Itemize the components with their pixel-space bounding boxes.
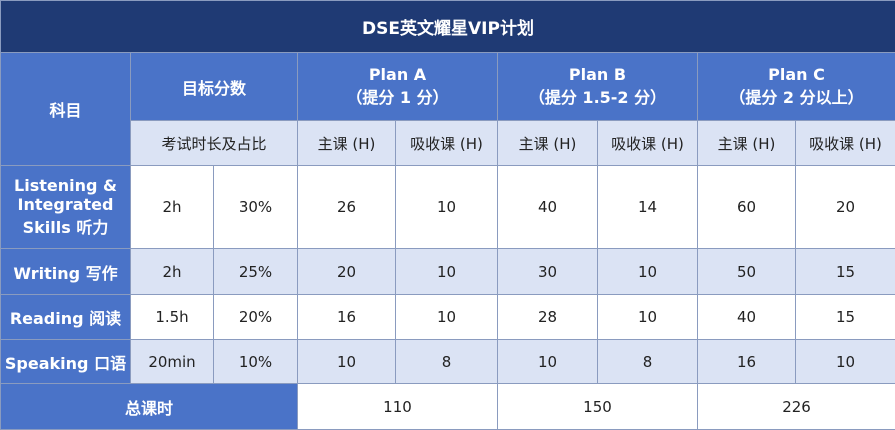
hours: 8 — [598, 340, 698, 384]
plan-note: （提分 2 分以上） — [700, 84, 893, 108]
hours: 60 — [698, 166, 796, 249]
duration: 1.5h — [131, 295, 214, 340]
hours: 10 — [598, 249, 698, 295]
plan-col-header: 主课 (H) — [498, 121, 598, 166]
hours: 16 — [698, 340, 796, 384]
hours: 16 — [298, 295, 396, 340]
subject: Writing 写作 — [1, 249, 131, 295]
hours: 15 — [796, 295, 895, 340]
hours: 26 — [298, 166, 396, 249]
weight: 30% — [214, 166, 298, 249]
subject: Listening & Integrated Skills 听力 — [1, 166, 131, 249]
plan-header: Plan A（提分 1 分） — [298, 53, 498, 121]
hours: 10 — [598, 295, 698, 340]
hours: 28 — [498, 295, 598, 340]
hours: 20 — [298, 249, 396, 295]
hours: 10 — [396, 249, 498, 295]
weight: 25% — [214, 249, 298, 295]
total-hours: 110 — [298, 384, 498, 430]
plan-name: Plan B — [500, 65, 695, 84]
hours: 10 — [396, 166, 498, 249]
subject-header: 科目 — [1, 53, 131, 166]
hours: 14 — [598, 166, 698, 249]
plan-note: （提分 1 分） — [300, 84, 495, 108]
plan-header: Plan B（提分 1.5-2 分） — [498, 53, 698, 121]
hours: 40 — [698, 295, 796, 340]
duration: 2h — [131, 249, 214, 295]
total-hours: 150 — [498, 384, 698, 430]
plan-col-header: 主课 (H) — [298, 121, 396, 166]
total-hours: 226 — [698, 384, 895, 430]
plan-col-header: 吸收课 (H) — [598, 121, 698, 166]
subject: Speaking 口语 — [1, 340, 131, 384]
plan-header: Plan C（提分 2 分以上） — [698, 53, 895, 121]
hours: 40 — [498, 166, 598, 249]
hours: 8 — [396, 340, 498, 384]
hours: 10 — [498, 340, 598, 384]
hours: 20 — [796, 166, 895, 249]
plan-col-header: 吸收课 (H) — [796, 121, 895, 166]
hours: 50 — [698, 249, 796, 295]
plan-col-header: 吸收课 (H) — [396, 121, 498, 166]
hours: 10 — [396, 295, 498, 340]
plan-name: Plan A — [300, 65, 495, 84]
exam-header: 考试时长及占比 — [131, 121, 298, 166]
plan-col-header: 主课 (H) — [698, 121, 796, 166]
weight: 10% — [214, 340, 298, 384]
subject: Reading 阅读 — [1, 295, 131, 340]
hours: 15 — [796, 249, 895, 295]
hours: 10 — [298, 340, 396, 384]
plan-note: （提分 1.5-2 分） — [500, 84, 695, 108]
duration: 2h — [131, 166, 214, 249]
hours: 10 — [796, 340, 895, 384]
title: DSE英文耀星VIP计划 — [1, 1, 895, 53]
total-label: 总课时 — [1, 384, 298, 430]
target-header: 目标分数 — [131, 53, 298, 121]
hours: 30 — [498, 249, 598, 295]
weight: 20% — [214, 295, 298, 340]
plan-name: Plan C — [700, 65, 893, 84]
duration: 20min — [131, 340, 214, 384]
